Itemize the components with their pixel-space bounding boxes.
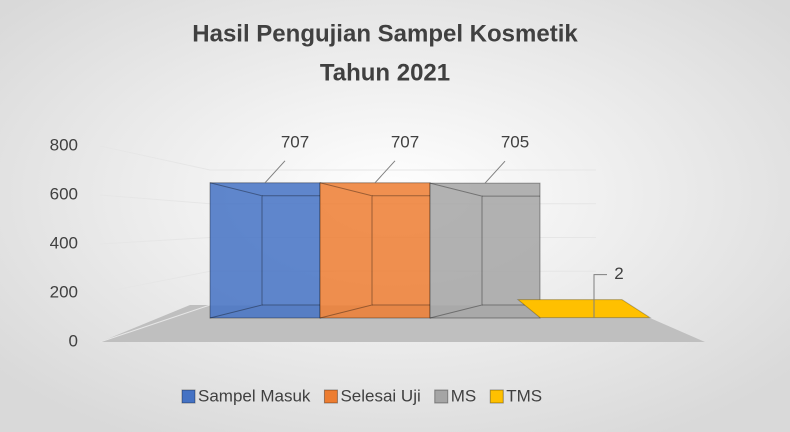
bar: [209, 182, 321, 319]
legend-swatch: [434, 389, 449, 404]
data-label: 707: [391, 132, 419, 151]
y-tick-label: 200: [50, 282, 78, 301]
data-label: 707: [281, 132, 309, 151]
bar-inner-edge: [209, 182, 263, 319]
data-label: 2: [614, 264, 623, 283]
y-tick-label: 400: [50, 233, 78, 252]
bar: [319, 182, 431, 319]
legend-label: TMS: [506, 386, 542, 405]
y-tick-label: 0: [69, 331, 78, 350]
bar-inner-edge: [429, 182, 483, 319]
leader-line: [593, 274, 607, 318]
legend-label: Selesai Uji: [340, 386, 420, 405]
bar-inner-edge: [319, 182, 373, 319]
legend-label: Sampel Masuk: [198, 386, 311, 405]
data-label: 705: [501, 133, 529, 152]
bar: [516, 299, 652, 319]
legend-swatch: [181, 389, 196, 404]
y-tick-label: 600: [50, 184, 78, 203]
leader-line: [264, 160, 286, 184]
y-tick-label: 800: [50, 135, 78, 154]
bar: [429, 182, 541, 319]
chart-title: Hasil Pengujian Sampel Kosmetik: [192, 20, 578, 47]
legend-label: MS: [451, 386, 477, 405]
grid-line: [99, 145, 596, 171]
legend-swatch: [489, 389, 504, 404]
leader-line: [374, 160, 396, 184]
leader-line: [484, 160, 506, 184]
legend-swatch: [323, 389, 338, 404]
chart-title: Tahun 2021: [320, 59, 450, 86]
